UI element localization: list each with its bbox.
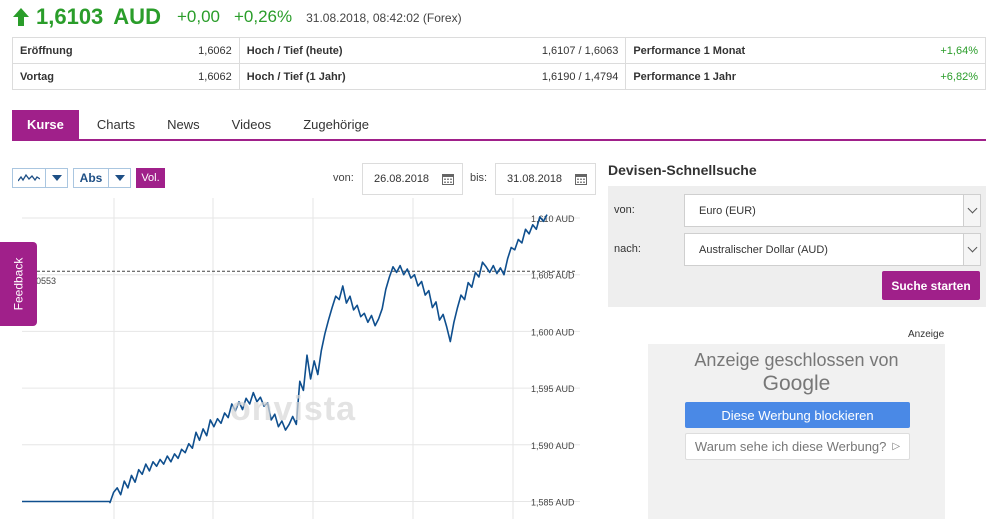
reference-line-label: 0553	[36, 276, 57, 286]
y-tick-label: 1,600 AUD	[531, 327, 575, 337]
series-line	[22, 214, 548, 504]
ad-label: Anzeige	[908, 329, 945, 340]
calendar-icon[interactable]	[575, 173, 587, 185]
fx-search-title: Devisen-Schnellsuche	[608, 162, 757, 178]
tab-charts[interactable]: Charts	[96, 117, 136, 132]
fx-from-dropdown-button[interactable]	[963, 195, 980, 226]
caret-down-icon	[114, 175, 125, 181]
caret-down-icon	[51, 175, 62, 181]
prev-close-value: 1,6062	[132, 63, 240, 90]
tab-videos[interactable]: Videos	[231, 117, 272, 132]
scale-mode-button[interactable]: Abs	[73, 168, 109, 188]
tab-bar: Kurse Charts News Videos Zugehörige	[12, 110, 986, 141]
high-low-year-value: 1,6190 / 1,4794	[414, 63, 627, 90]
chart-canvas: 1,610 AUD 1,605 AUD 1,600 AUD 1,595 AUD 1,59…	[22, 198, 580, 519]
tab-zugehoerige[interactable]: Zugehörige	[303, 117, 369, 132]
perf-month-label: Performance 1 Monat	[625, 37, 831, 64]
high-low-day-value: 1,6107 / 1,6063	[414, 37, 627, 64]
table-row: Vortag 1,6062 Hoch / Tief (1 Jahr) 1,619…	[12, 63, 986, 90]
perf-year-value: +6,82%	[830, 63, 986, 90]
y-tick-label: 1,585 AUD	[531, 498, 575, 508]
high-low-year-label: Hoch / Tief (1 Jahr)	[238, 63, 415, 90]
volume-toggle[interactable]: Vol.	[136, 168, 165, 188]
from-date-input[interactable]: 26.08.2018	[362, 163, 463, 195]
from-date-value: 26.08.2018	[374, 173, 430, 185]
to-date-value: 31.08.2018	[507, 173, 563, 185]
quote-price: 1,6103	[36, 4, 104, 29]
table-row: Eröffnung 1,6062 Hoch / Tief (heute) 1,6…	[12, 37, 986, 64]
prev-close-label: Vortag	[12, 63, 133, 90]
feedback-button[interactable]: Feedback	[0, 242, 37, 326]
fx-from-value: Euro (EUR)	[699, 204, 756, 217]
fx-from-label: von:	[614, 204, 635, 216]
chart-type-button[interactable]	[12, 168, 46, 188]
ad-brand: Google	[762, 372, 831, 395]
quote-currency: AUD	[113, 4, 161, 29]
why-this-ad-label: Warum sehe ich diese Werbung?	[694, 439, 887, 454]
fx-from-select[interactable]: Euro (EUR)	[684, 194, 981, 227]
perf-month-value: +1,64%	[830, 37, 986, 64]
chart-watermark: onvista	[230, 390, 357, 428]
open-label: Eröffnung	[12, 37, 133, 64]
ad-panel: Anzeige geschlossen von Google Diese Wer…	[648, 344, 945, 519]
y-tick-label: 1,595 AUD	[531, 384, 575, 394]
fx-to-value: Australischer Dollar (AUD)	[699, 243, 828, 256]
y-tick-label: 1,605 AUD	[531, 271, 575, 281]
chart-toolbar: Abs Vol.	[12, 168, 165, 188]
play-icon: ▷	[892, 441, 901, 452]
why-this-ad-button[interactable]: Warum sehe ich diese Werbung? ▷	[685, 433, 910, 460]
high-low-day-label: Hoch / Tief (heute)	[238, 37, 415, 64]
price-chart[interactable]: onvista 1,610 AUD 1,605 AUD 1,600 AUD 1,595…	[0, 198, 600, 519]
block-ad-button[interactable]: Diese Werbung blockieren	[685, 402, 910, 428]
fx-to-dropdown-button[interactable]	[963, 234, 980, 265]
to-date-label: bis:	[470, 172, 488, 184]
chart-type-dropdown[interactable]	[46, 168, 68, 188]
quote-timestamp: 31.08.2018, 08:42:02 (Forex)	[306, 11, 462, 25]
y-tick-label: 1,610 AUD	[531, 214, 575, 224]
to-date-input[interactable]: 31.08.2018	[495, 163, 596, 195]
stats-table: Eröffnung 1,6062 Hoch / Tief (heute) 1,6…	[12, 37, 986, 90]
quote-change-pct: +0,26%	[233, 7, 293, 26]
fx-search-button[interactable]: Suche starten	[882, 271, 980, 300]
y-tick-label: 1,590 AUD	[531, 441, 575, 451]
fx-search-panel: von: Euro (EUR) nach: Australischer Doll…	[608, 186, 986, 307]
tab-news[interactable]: News	[167, 117, 200, 132]
open-value: 1,6062	[132, 37, 240, 64]
ad-closed-text: Anzeige geschlossen von	[694, 350, 899, 370]
tab-kurse[interactable]: Kurse	[12, 110, 79, 139]
from-date-label: von:	[333, 172, 354, 184]
chevron-down-icon	[967, 203, 977, 214]
line-chart-icon	[18, 173, 40, 182]
perf-year-label: Performance 1 Jahr	[625, 63, 831, 90]
chevron-down-icon	[967, 242, 977, 253]
scale-mode-dropdown[interactable]	[109, 168, 131, 188]
calendar-icon[interactable]	[442, 173, 454, 185]
fx-to-label: nach:	[614, 243, 641, 255]
feedback-label: Feedback	[11, 257, 26, 311]
arrow-up-icon	[13, 8, 29, 26]
quote-change-abs: +0,00	[176, 7, 220, 26]
fx-to-select[interactable]: Australischer Dollar (AUD)	[684, 233, 981, 266]
quote-header: 1,6103 AUD +0,00 +0,26% 31.08.2018, 08:4…	[12, 4, 462, 30]
